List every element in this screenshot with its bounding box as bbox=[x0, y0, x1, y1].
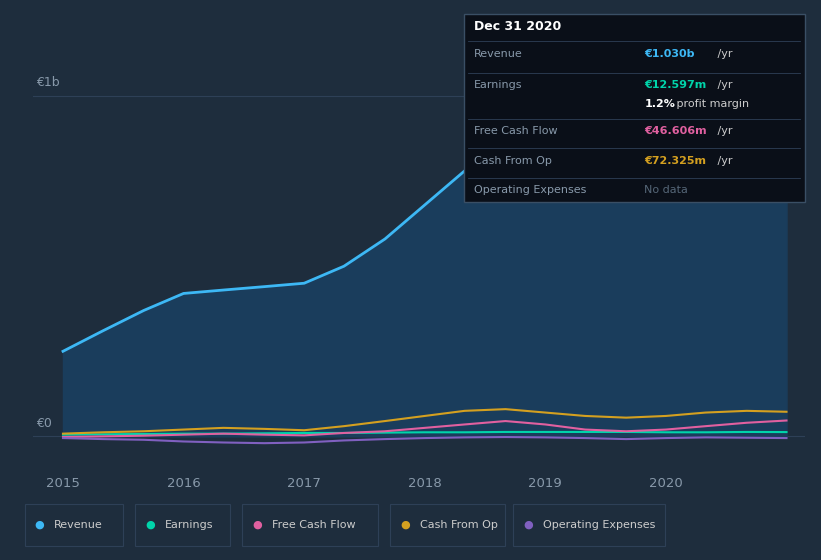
Text: Operating Expenses: Operating Expenses bbox=[543, 520, 655, 530]
Text: €1.030b: €1.030b bbox=[644, 49, 695, 59]
Text: Revenue: Revenue bbox=[474, 49, 522, 59]
Text: ●: ● bbox=[400, 520, 410, 530]
Text: ●: ● bbox=[252, 520, 262, 530]
Text: Free Cash Flow: Free Cash Flow bbox=[474, 126, 557, 136]
Text: €46.606m: €46.606m bbox=[644, 126, 707, 136]
Text: ●: ● bbox=[523, 520, 533, 530]
Text: /yr: /yr bbox=[714, 156, 733, 166]
Text: Operating Expenses: Operating Expenses bbox=[474, 185, 586, 195]
Text: profit margin: profit margin bbox=[673, 99, 750, 109]
Text: ●: ● bbox=[34, 520, 44, 530]
Text: Revenue: Revenue bbox=[54, 520, 103, 530]
Text: €72.325m: €72.325m bbox=[644, 156, 707, 166]
Text: Cash From Op: Cash From Op bbox=[474, 156, 552, 166]
Text: /yr: /yr bbox=[714, 80, 733, 90]
Text: €0: €0 bbox=[36, 417, 53, 430]
Text: /yr: /yr bbox=[714, 49, 733, 59]
Text: Earnings: Earnings bbox=[474, 80, 522, 90]
Text: ●: ● bbox=[145, 520, 155, 530]
Text: €12.597m: €12.597m bbox=[644, 80, 707, 90]
Text: Dec 31 2020: Dec 31 2020 bbox=[474, 20, 561, 33]
Text: No data: No data bbox=[644, 185, 688, 195]
Text: 1.2%: 1.2% bbox=[644, 99, 676, 109]
Text: €1b: €1b bbox=[36, 76, 60, 89]
Text: Earnings: Earnings bbox=[165, 520, 213, 530]
Text: Cash From Op: Cash From Op bbox=[420, 520, 498, 530]
Text: /yr: /yr bbox=[714, 126, 733, 136]
Text: Free Cash Flow: Free Cash Flow bbox=[272, 520, 355, 530]
